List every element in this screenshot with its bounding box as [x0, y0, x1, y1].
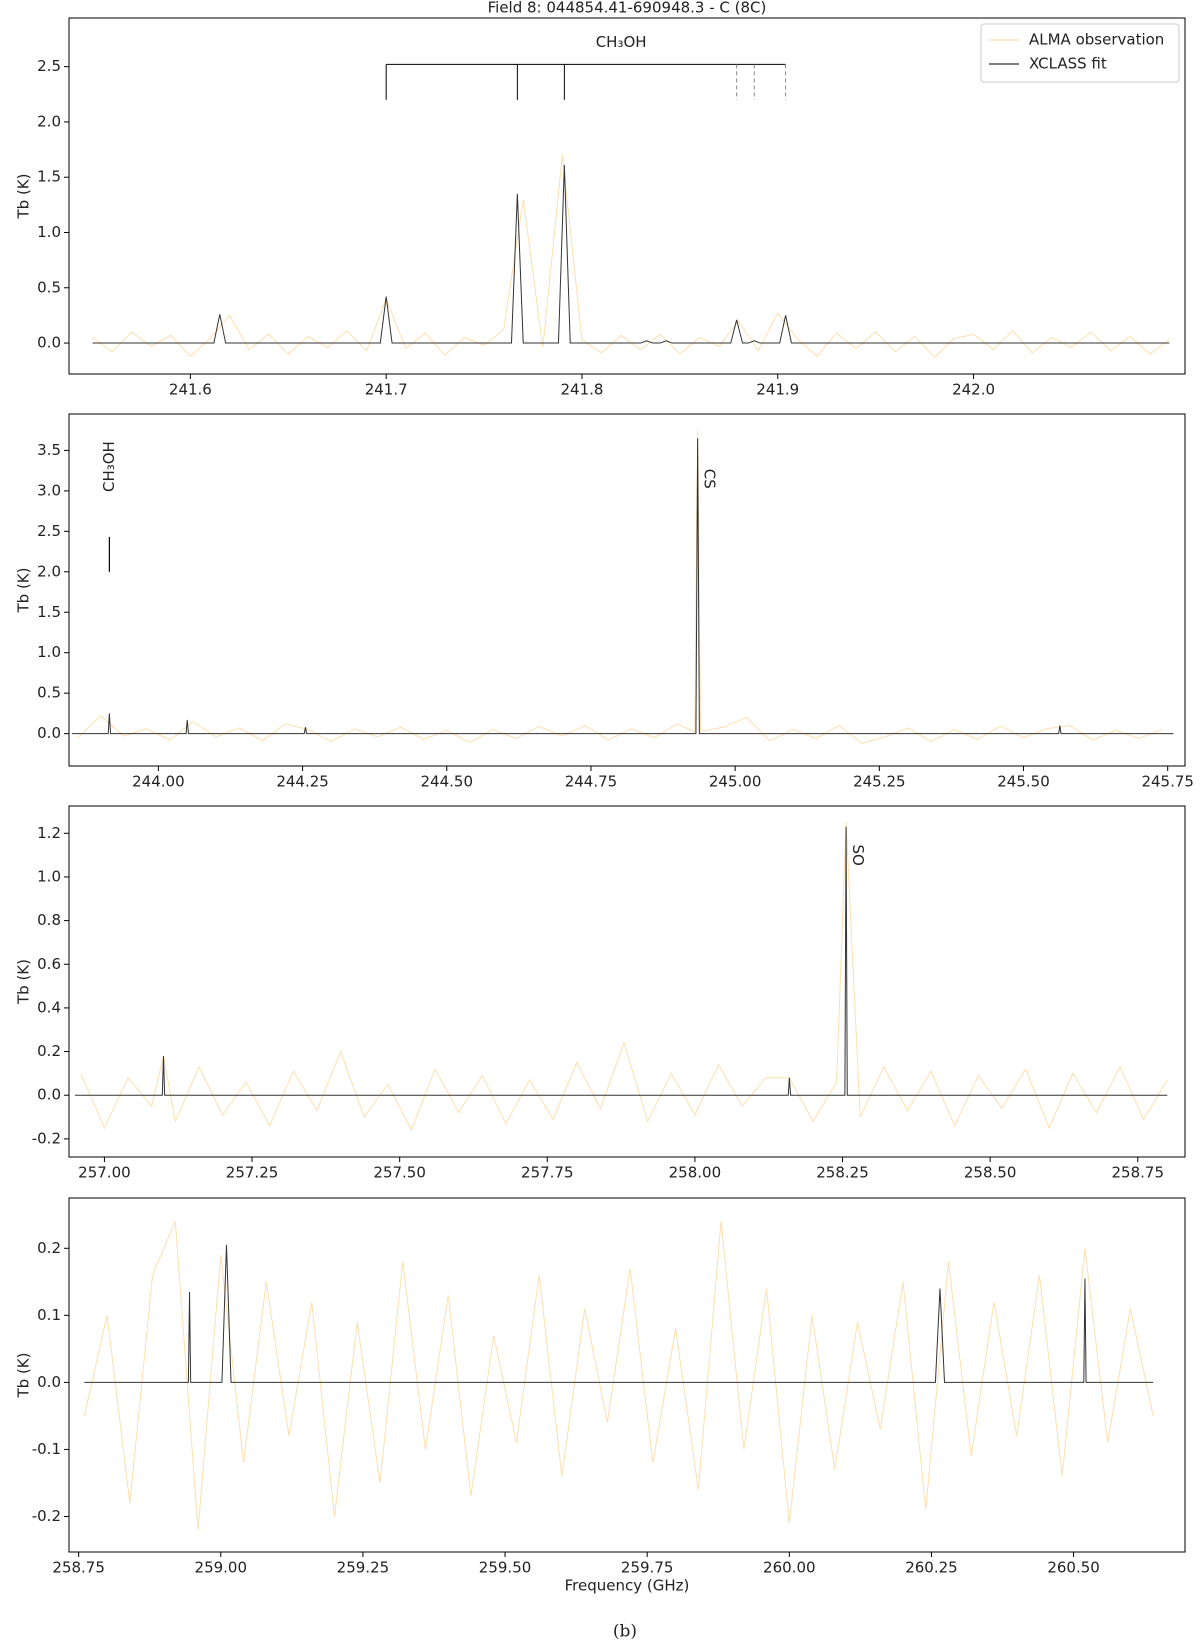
series-line [92, 165, 1170, 344]
series-line [74, 826, 1168, 1096]
x-tick-label: 260.25 [905, 1559, 958, 1577]
y-tick-label: 1.0 [37, 867, 61, 885]
x-tick-label: 242.0 [952, 381, 995, 399]
series-line [77, 430, 1163, 744]
y-tick-label: 0.0 [37, 1086, 61, 1104]
y-tick-label: 1.5 [37, 603, 61, 621]
x-tick-label: 260.50 [1047, 1559, 1100, 1577]
x-tick-label: 259.25 [337, 1559, 390, 1577]
y-tick-label: 3.5 [37, 441, 61, 459]
plot-frame [68, 413, 1186, 767]
x-tick-label: 244.25 [276, 773, 329, 791]
x-tick-label: 257.50 [373, 1164, 426, 1182]
x-tick-label: 259.50 [479, 1559, 532, 1577]
x-tick-label: 258.50 [964, 1164, 1017, 1182]
y-tick-label: 0.2 [37, 1239, 61, 1257]
y-tick-label: 2.5 [37, 522, 61, 540]
y-axis-label: Tb (K) [15, 174, 33, 220]
y-axis-label: Tb (K) [15, 568, 33, 614]
plot-frame [68, 17, 1186, 375]
y-tick-label: -0.2 [32, 1507, 61, 1525]
legend-label: XCLASS fit [1029, 55, 1107, 73]
annotation: CS [701, 469, 719, 489]
chart-title: Field 8: 044854.41-690948.3 - C (8C) [488, 0, 767, 17]
y-tick-label: 0.0 [37, 334, 61, 352]
x-tick-label: 260.00 [763, 1559, 816, 1577]
series-line [83, 1221, 1154, 1530]
y-tick-label: 3.0 [37, 481, 61, 499]
caption: (b) [613, 1622, 637, 1642]
y-tick-label: 0.5 [37, 278, 61, 296]
x-tick-label: 241.6 [169, 381, 212, 399]
x-tick-label: 258.25 [816, 1164, 869, 1182]
legend-box [980, 23, 1180, 83]
legend: ALMA observation XCLASS fit [980, 23, 1180, 83]
plot-frame [68, 1197, 1186, 1553]
annotation: SO [849, 844, 867, 865]
x-tick-label: 259.00 [195, 1559, 248, 1577]
x-tick-label: 241.7 [365, 381, 408, 399]
series-line [71, 438, 1174, 735]
plot-frame [68, 805, 1186, 1158]
x-tick-label: 257.75 [521, 1164, 574, 1182]
x-tick-label: 258.75 [1112, 1164, 1165, 1182]
x-tick-label: 245.50 [997, 773, 1050, 791]
x-tick-label: 258.00 [669, 1164, 722, 1182]
y-tick-label: 0.0 [37, 724, 61, 742]
y-tick-label: 2.0 [37, 562, 61, 580]
x-tick-label: 241.8 [560, 381, 603, 399]
y-tick-label: 1.0 [37, 643, 61, 661]
series-line [80, 822, 1168, 1132]
y-axis-label: Tb (K) [15, 1353, 33, 1399]
y-tick-label: 1.0 [37, 223, 61, 241]
y-tick-label: 0.2 [37, 1042, 61, 1060]
y-tick-label: 0.8 [37, 911, 61, 929]
x-tick-label: 245.75 [1141, 773, 1194, 791]
x-tick-label: 245.00 [709, 773, 762, 791]
y-tick-label: 2.0 [37, 112, 61, 130]
annotation: CH₃OH [100, 441, 118, 492]
x-tick-label: 258.75 [52, 1559, 105, 1577]
x-tick-label: 241.9 [756, 381, 799, 399]
x-axis-label: Frequency (GHz) [565, 1577, 690, 1595]
series-line [84, 1244, 1154, 1383]
x-tick-label: 259.75 [621, 1559, 674, 1577]
x-tick-label: 257.25 [226, 1164, 279, 1182]
y-tick-label: -0.2 [32, 1129, 61, 1147]
y-tick-label: 0.4 [37, 998, 61, 1016]
y-tick-label: 0.6 [37, 955, 61, 973]
y-tick-label: 1.2 [37, 824, 61, 842]
x-tick-label: 244.50 [421, 773, 474, 791]
x-tick-label: 245.25 [853, 773, 906, 791]
y-tick-label: -0.1 [32, 1440, 61, 1458]
x-tick-label: 244.75 [565, 773, 618, 791]
x-tick-label: 257.00 [78, 1164, 131, 1182]
y-tick-label: 2.5 [37, 57, 61, 75]
series-line [92, 155, 1170, 359]
y-tick-label: 0.1 [37, 1306, 61, 1324]
y-tick-label: 1.5 [37, 168, 61, 186]
legend-label: ALMA observation [1029, 31, 1164, 49]
y-axis-label: Tb (K) [15, 959, 33, 1005]
bracket-label: CH₃OH [596, 33, 647, 51]
x-tick-label: 244.00 [132, 773, 185, 791]
y-tick-label: 0.0 [37, 1373, 61, 1391]
y-tick-label: 0.5 [37, 684, 61, 702]
